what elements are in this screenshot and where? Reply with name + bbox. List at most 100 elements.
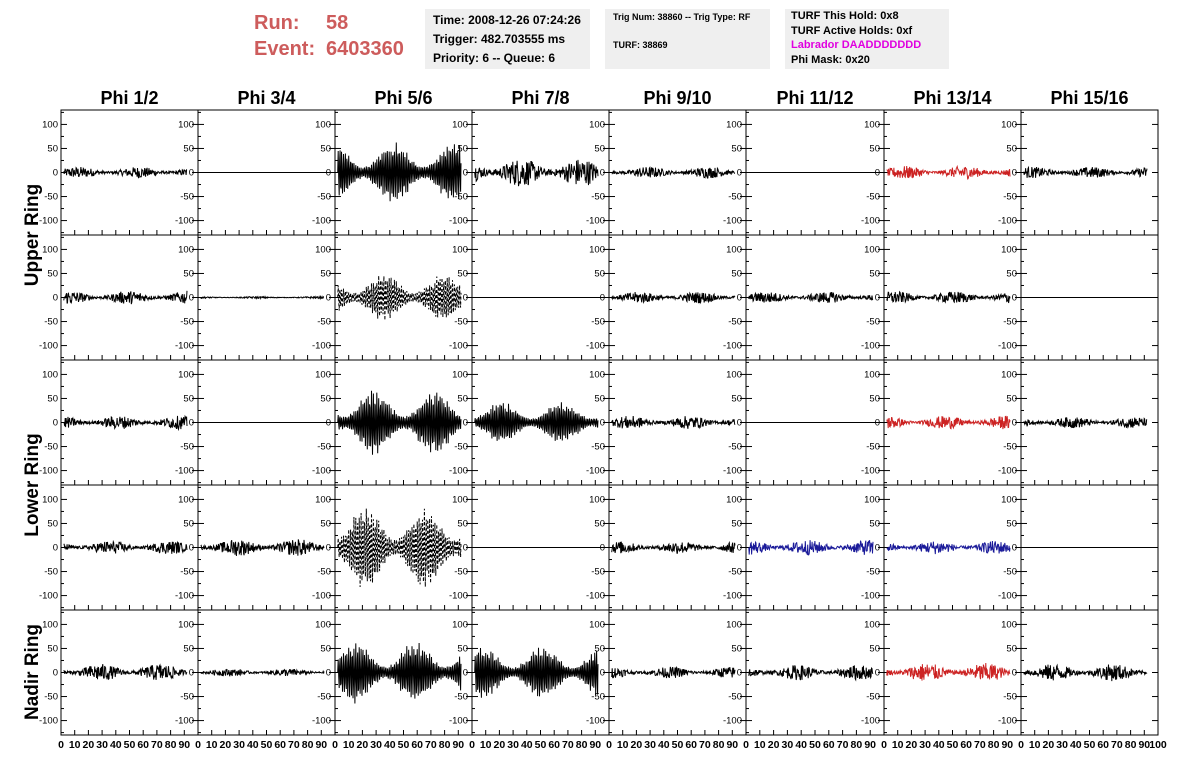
waveform-trace <box>200 668 325 677</box>
y-tick-label: 100 <box>1001 369 1017 380</box>
y-tick-label: -50 <box>1003 692 1017 703</box>
y-tick-label: 0 <box>189 293 194 304</box>
waveform-trace <box>337 642 462 704</box>
waveform-trace <box>611 415 736 430</box>
y-tick-label: -50 <box>591 442 605 453</box>
y-tick-label: 0 <box>1012 543 1017 554</box>
y-tick-label: 50 <box>1006 143 1017 154</box>
waveform-trace <box>63 414 188 432</box>
x-tick-label: 10 <box>754 739 766 751</box>
x-tick-label: 50 <box>947 739 959 751</box>
y-tick-label: 50 <box>457 643 468 654</box>
waveform-panel: -100 -50 0 50 100 <box>723 234 885 361</box>
y-tick-label: 50 <box>1006 393 1017 404</box>
y-tick-label: -100 <box>861 716 880 727</box>
y-tick-label: 50 <box>183 143 194 154</box>
y-tick-label: -100 <box>449 716 468 727</box>
x-tick-label: 50 <box>672 739 684 751</box>
turf-text: TURF: 38869 <box>613 40 668 50</box>
x-tick-label: 10 <box>206 739 218 751</box>
x-tick-label: 50 <box>124 739 136 751</box>
x-tick-label: 60 <box>823 739 835 751</box>
run-event-header: Run: 58 Event: 6403360 <box>254 10 404 62</box>
y-tick-label: -100 <box>449 341 468 352</box>
x-tick-label: 60 <box>411 739 423 751</box>
y-tick-label: 100 <box>178 244 194 255</box>
waveform-panel: -100 -50 0 50 100 <box>586 109 747 236</box>
x-tick-label: 80 <box>713 739 725 751</box>
y-tick-label: -100 <box>723 591 742 602</box>
column-title: Phi 15/16 <box>1050 88 1128 108</box>
y-tick-label: 100 <box>42 244 58 255</box>
waveform-panel: -100 -50 0 50 100 <box>175 234 336 361</box>
y-tick-label: 100 <box>315 494 331 505</box>
y-tick-label: 50 <box>47 143 58 154</box>
y-tick-label: 0 <box>326 668 331 679</box>
waveform-panel: -100 -50 0 50 100 <box>449 609 610 736</box>
x-tick-label: 70 <box>1111 739 1123 751</box>
waveform-trace <box>748 540 874 556</box>
y-tick-label: -100 <box>175 466 194 477</box>
waveform-panel: -100 -50 0 50 100 <box>723 484 885 611</box>
y-tick-label: -100 <box>586 716 605 727</box>
y-tick-label: 0 <box>53 418 58 429</box>
y-tick-label: 50 <box>183 268 194 279</box>
waveform-trace <box>63 663 188 681</box>
x-tick-label: 60 <box>1097 739 1109 751</box>
y-tick-label: -100 <box>449 591 468 602</box>
y-tick-label: -50 <box>866 192 880 203</box>
waveform-panel: -100 -50 0 50 100 <box>998 484 1159 611</box>
waveform-trace <box>474 402 599 441</box>
x-tick-label: 70 <box>837 739 849 751</box>
y-tick-label: 100 <box>42 119 58 130</box>
y-tick-label: 0 <box>463 543 468 554</box>
y-tick-label: 50 <box>320 143 331 154</box>
x-tick-label: 90 <box>1001 739 1013 751</box>
y-tick-label: 50 <box>1006 518 1017 529</box>
phi-mask-text: Phi Mask: 0x20 <box>791 53 870 66</box>
y-tick-label: -50 <box>317 567 331 578</box>
y-tick-label: -50 <box>591 692 605 703</box>
y-tick-label: -100 <box>998 466 1017 477</box>
y-tick-label: 0 <box>53 168 58 179</box>
x-tick-label: 40 <box>658 739 670 751</box>
x-tick-label: 0 <box>881 739 887 751</box>
waveform-trace <box>1023 417 1148 429</box>
y-tick-label: -100 <box>723 341 742 352</box>
x-tick-label: 90 <box>864 739 876 751</box>
y-tick-label: -50 <box>866 692 880 703</box>
x-tick-label: 60 <box>685 739 697 751</box>
y-tick-label: 50 <box>457 268 468 279</box>
waveform-panel: -100 -50 0 50 100 <box>586 234 747 361</box>
y-tick-label: 50 <box>457 393 468 404</box>
waveform-panel: -100 -50 0 50 100 <box>586 484 747 611</box>
y-tick-label: 0 <box>875 668 880 679</box>
y-tick-label: -100 <box>175 216 194 227</box>
x-tick-label: 30 <box>1056 739 1068 751</box>
y-tick-label: -50 <box>44 317 58 328</box>
y-tick-label: -50 <box>728 442 742 453</box>
y-tick-label: 0 <box>53 668 58 679</box>
y-tick-label: -100 <box>586 216 605 227</box>
y-tick-label: 100 <box>589 369 605 380</box>
y-tick-label: -50 <box>1003 192 1017 203</box>
y-tick-label: 0 <box>53 543 58 554</box>
waveform-panel: -100 -50 0 50 100 <box>998 359 1159 486</box>
waveform-panel: -100 -50 0 50 100 <box>723 609 885 736</box>
y-tick-label: 0 <box>326 543 331 554</box>
waveform-panel: -100 -50 0 50 100 <box>175 609 336 736</box>
x-tick-label: 30 <box>782 739 794 751</box>
x-tick-label: 0 <box>743 739 749 751</box>
waveform-trace <box>200 295 325 301</box>
y-tick-label: -100 <box>449 216 468 227</box>
y-tick-label: -100 <box>312 716 331 727</box>
ring-label: Nadir Ring <box>22 624 43 720</box>
y-tick-label: 0 <box>326 168 331 179</box>
y-tick-label: -50 <box>180 317 194 328</box>
y-tick-label: 0 <box>875 293 880 304</box>
x-tick-label: 40 <box>247 739 259 751</box>
waveform-trace <box>337 142 462 202</box>
y-tick-label: 0 <box>875 418 880 429</box>
x-tick-label: 80 <box>851 739 863 751</box>
